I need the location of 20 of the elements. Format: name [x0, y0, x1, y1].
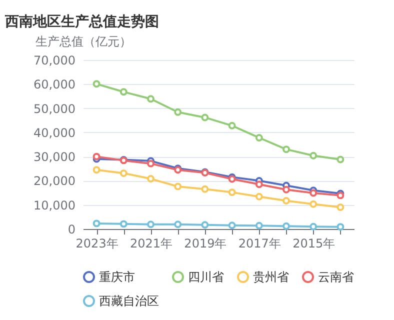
- x-tick-label: 2017年: [238, 236, 281, 250]
- x-tick-label: 2015年: [292, 236, 336, 250]
- legend-label: 贵州省: [253, 270, 289, 284]
- legend-label: 四川省: [188, 270, 224, 284]
- y-axis-title: 生产总值（亿元）: [36, 34, 132, 48]
- y-tick-label: 30,000: [34, 150, 76, 164]
- y-tick-label: 0: [68, 222, 76, 236]
- y-tick-label: 40,000: [34, 126, 76, 140]
- legend-label: 西藏自治区: [99, 294, 159, 308]
- x-tick-label: 2021年: [130, 236, 173, 250]
- y-tick-label: 70,000: [34, 54, 76, 68]
- x-tick-label: 2023年: [76, 236, 118, 250]
- y-tick-label: 60,000: [34, 78, 76, 92]
- y-tick-label: 10,000: [34, 198, 76, 212]
- chart-title: 西南地区生产总值走势图: [4, 13, 159, 30]
- legend-label: 重庆市: [99, 270, 135, 284]
- x-tick-label: 2019年: [184, 236, 227, 250]
- y-tick-label: 20,000: [34, 174, 76, 188]
- y-tick-label: 50,000: [34, 102, 76, 116]
- legend-label: 云南省: [318, 270, 354, 284]
